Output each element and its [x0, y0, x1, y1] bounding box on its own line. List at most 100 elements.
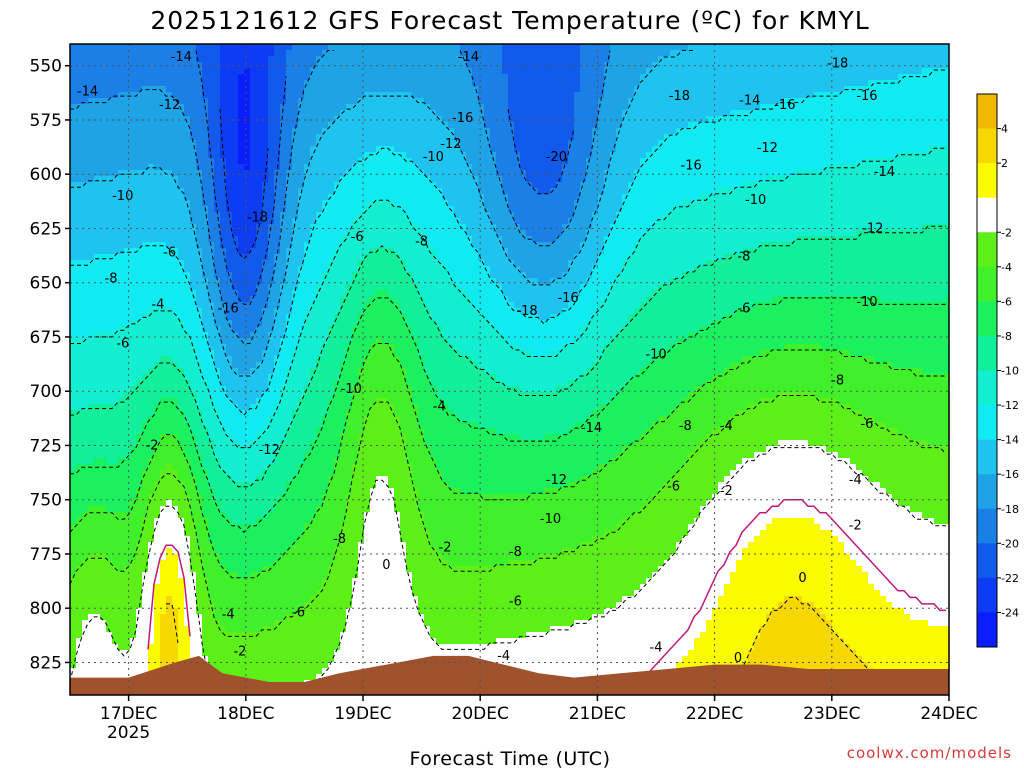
field-cell	[82, 392, 89, 399]
field-cell	[196, 218, 203, 225]
field-cell	[304, 470, 311, 477]
field-cell	[244, 524, 251, 531]
field-cell	[100, 182, 107, 189]
field-cell	[304, 356, 311, 363]
field-cell	[82, 92, 89, 99]
field-cell	[244, 458, 251, 465]
field-cell	[226, 50, 233, 57]
field-cell	[196, 608, 203, 615]
field-cell	[106, 212, 113, 219]
field-cell	[310, 416, 317, 423]
field-cell	[190, 632, 197, 639]
field-cell	[190, 212, 197, 219]
field-cell	[136, 278, 143, 285]
field-cell	[220, 422, 227, 429]
field-cell	[202, 422, 209, 429]
field-cell	[226, 590, 233, 597]
field-cell	[70, 80, 77, 87]
field-cell	[274, 296, 281, 303]
field-cell	[172, 548, 179, 555]
field-cell	[154, 350, 161, 357]
field-cell	[220, 74, 227, 81]
field-cell	[112, 182, 119, 189]
field-cell	[280, 494, 287, 501]
field-cell	[190, 380, 197, 387]
field-cell	[202, 74, 209, 81]
field-cell	[304, 662, 311, 669]
field-cell	[208, 626, 215, 633]
field-cell	[142, 338, 149, 345]
field-cell	[82, 152, 89, 159]
field-cell	[244, 668, 251, 675]
field-cell	[286, 362, 293, 369]
field-cell	[316, 596, 323, 603]
field-cell	[304, 320, 311, 327]
field-cell	[208, 392, 215, 399]
field-cell	[304, 272, 311, 279]
field-cell	[76, 440, 83, 447]
field-cell	[244, 386, 251, 393]
field-cell	[166, 74, 173, 81]
field-cell	[118, 308, 125, 315]
field-cell	[220, 506, 227, 513]
field-cell	[154, 200, 161, 207]
field-cell	[124, 50, 131, 57]
field-cell	[256, 464, 263, 471]
field-cell	[88, 482, 95, 489]
field-cell	[118, 398, 125, 405]
field-cell	[166, 404, 173, 411]
field-cell	[292, 650, 299, 657]
field-cell	[106, 566, 113, 573]
field-cell	[298, 242, 305, 249]
field-cell	[250, 524, 257, 531]
field-cell	[286, 230, 293, 237]
field-cell	[130, 224, 137, 231]
field-cell	[178, 194, 185, 201]
field-cell	[238, 614, 245, 621]
field-cell	[166, 584, 173, 591]
field-cell	[208, 368, 215, 375]
field-cell	[316, 92, 323, 99]
field-cell	[154, 488, 161, 495]
field-cell	[262, 332, 269, 339]
field-cell	[190, 608, 197, 615]
field-cell	[142, 590, 149, 597]
field-cell	[286, 194, 293, 201]
field-cell	[94, 290, 101, 297]
field-cell	[250, 644, 257, 651]
field-cell	[328, 434, 335, 441]
field-cell	[304, 218, 311, 225]
field-cell	[250, 194, 257, 201]
field-cell	[130, 200, 137, 207]
field-cell	[154, 326, 161, 333]
field-cell	[190, 260, 197, 267]
field-cell	[202, 488, 209, 495]
field-cell	[70, 506, 77, 513]
field-cell	[292, 218, 299, 225]
field-cell	[322, 224, 329, 231]
field-cell	[280, 440, 287, 447]
field-cell	[148, 80, 155, 87]
field-cell	[328, 404, 335, 411]
field-cell	[250, 200, 257, 207]
field-cell	[148, 290, 155, 297]
field-cell	[124, 236, 131, 243]
field-cell	[328, 98, 335, 105]
field-cell	[88, 422, 95, 429]
field-cell	[160, 50, 167, 57]
field-cell	[328, 440, 335, 447]
field-cell	[220, 644, 227, 651]
field-cell	[292, 482, 299, 489]
field-cell	[298, 422, 305, 429]
field-cell	[130, 404, 137, 411]
field-cell	[118, 194, 125, 201]
field-cell	[82, 62, 89, 69]
field-cell	[298, 458, 305, 465]
field-cell	[292, 344, 299, 351]
field-cell	[100, 428, 107, 435]
field-cell	[340, 308, 347, 315]
field-cell	[286, 50, 293, 57]
field-cell	[124, 554, 131, 561]
field-cell	[208, 128, 215, 135]
field-cell	[154, 146, 161, 153]
